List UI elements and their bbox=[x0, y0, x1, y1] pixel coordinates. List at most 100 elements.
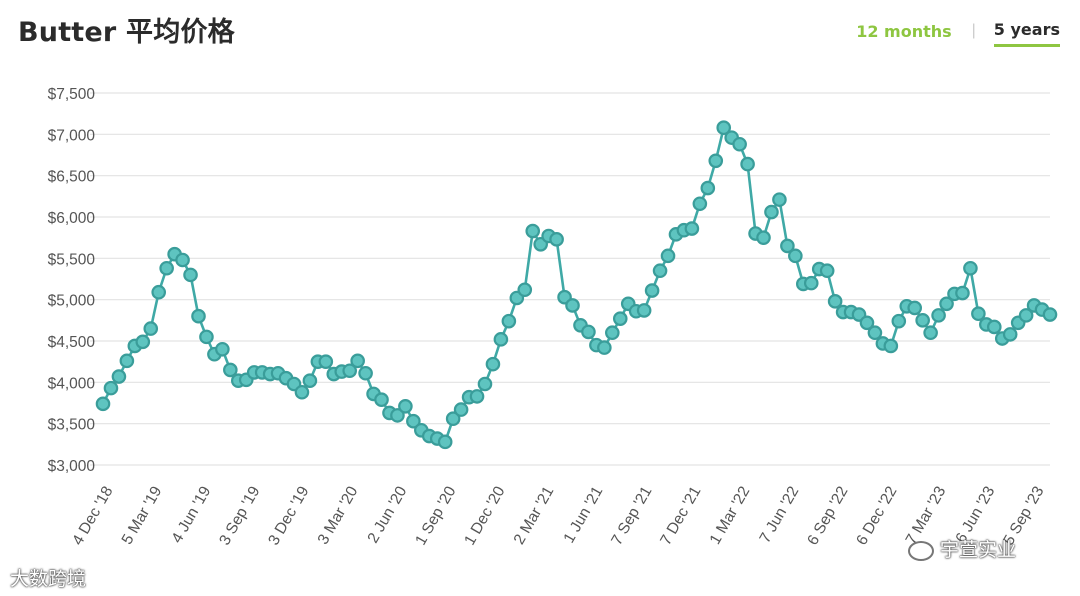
data-point bbox=[318, 354, 334, 369]
data-point bbox=[159, 260, 174, 276]
x-tick-label: 1 Dec '20 bbox=[461, 483, 508, 548]
data-point bbox=[119, 353, 135, 369]
data-point bbox=[780, 238, 795, 254]
data-point bbox=[95, 396, 111, 412]
y-tick-label: $6,000 bbox=[48, 210, 96, 227]
watermark-right: 宇萱实业 bbox=[908, 535, 1016, 562]
x-tick-label: 7 Jun '22 bbox=[757, 484, 803, 547]
data-point bbox=[493, 332, 509, 347]
y-tick-label: $7,000 bbox=[48, 127, 96, 144]
x-tick-label: 7 Dec '21 bbox=[657, 484, 704, 549]
data-point bbox=[772, 192, 787, 207]
data-point bbox=[756, 230, 771, 245]
data-point bbox=[1018, 308, 1034, 323]
data-point bbox=[358, 365, 373, 381]
watermark-right-text: 宇萱实业 bbox=[940, 539, 1017, 561]
data-point bbox=[819, 263, 835, 279]
data-point bbox=[223, 362, 238, 378]
data-point bbox=[955, 285, 970, 301]
data-point bbox=[907, 300, 923, 316]
data-point bbox=[986, 319, 1002, 335]
data-point bbox=[827, 294, 843, 309]
data-point bbox=[684, 221, 700, 236]
data-point bbox=[103, 380, 119, 396]
data-point bbox=[605, 325, 620, 341]
data-point bbox=[803, 275, 819, 291]
watermark-left: 大数跨境 bbox=[10, 564, 86, 591]
data-point bbox=[788, 248, 803, 264]
data-point bbox=[963, 260, 978, 276]
tab-separator: | bbox=[971, 22, 976, 39]
data-point bbox=[350, 353, 365, 369]
data-point bbox=[374, 392, 389, 407]
data-point bbox=[716, 120, 732, 136]
y-tick-label: $3,000 bbox=[48, 458, 96, 475]
data-point bbox=[302, 373, 318, 388]
data-point bbox=[652, 263, 668, 279]
data-point bbox=[477, 376, 493, 392]
data-point bbox=[1042, 307, 1058, 322]
data-point bbox=[342, 363, 357, 379]
watermark-left-text: 大数跨境 bbox=[10, 568, 87, 590]
data-point bbox=[971, 306, 986, 322]
data-point bbox=[143, 321, 159, 336]
data-point bbox=[517, 282, 533, 298]
y-tick-label: $4,500 bbox=[48, 334, 96, 351]
data-point bbox=[191, 308, 206, 324]
x-tick-label: 4 Dec '18 bbox=[69, 484, 116, 549]
data-point bbox=[565, 298, 580, 313]
data-point bbox=[764, 204, 779, 220]
tab-12-months[interactable]: 12 months bbox=[856, 21, 952, 41]
x-tick-label: 3 Sep '19 bbox=[216, 484, 263, 549]
series-line bbox=[101, 126, 1051, 444]
data-point bbox=[215, 341, 230, 357]
data-point bbox=[453, 402, 469, 417]
data-point bbox=[867, 325, 883, 341]
data-point bbox=[501, 313, 517, 329]
x-tick-label: 1 Sep '20 bbox=[412, 483, 459, 548]
wechat-icon bbox=[908, 540, 934, 561]
y-tick-label: $4,000 bbox=[48, 375, 96, 392]
data-point bbox=[612, 311, 628, 326]
data-point bbox=[931, 308, 946, 323]
data-point bbox=[732, 136, 747, 152]
data-point bbox=[644, 283, 660, 298]
data-point bbox=[294, 384, 310, 400]
data-point bbox=[636, 303, 652, 318]
x-tick-label: 7 Sep '21 bbox=[608, 484, 655, 549]
y-tick-label: $5,000 bbox=[48, 293, 96, 310]
data-point bbox=[700, 180, 716, 196]
data-point bbox=[485, 356, 501, 372]
data-point bbox=[445, 411, 461, 427]
data-point bbox=[740, 156, 755, 172]
data-point bbox=[398, 399, 413, 414]
y-tick-label: $5,500 bbox=[48, 251, 96, 268]
data-point bbox=[111, 369, 127, 384]
y-tick-label: $7,500 bbox=[48, 86, 96, 103]
data-point bbox=[175, 252, 190, 268]
y-tick-label: $6,500 bbox=[48, 169, 96, 186]
y-tick-label: $3,500 bbox=[48, 417, 96, 434]
x-tick-label: 5 Mar '19 bbox=[119, 484, 166, 548]
chart-title: Butter 平均价格 bbox=[18, 17, 235, 48]
data-point bbox=[708, 153, 724, 169]
data-point bbox=[406, 413, 421, 429]
data-point bbox=[1002, 327, 1018, 342]
x-tick-label: 2 Jun '20 bbox=[365, 483, 411, 546]
tab-5-years[interactable]: 5 years bbox=[993, 20, 1060, 47]
data-point bbox=[151, 284, 167, 300]
data-point bbox=[692, 196, 708, 212]
x-tick-label: 2 Mar '21 bbox=[511, 484, 558, 548]
data-point bbox=[581, 324, 596, 340]
data-point bbox=[390, 408, 405, 423]
time-range-tabs: 12 months | 5 years bbox=[856, 20, 1060, 47]
data-point bbox=[859, 315, 875, 331]
data-point bbox=[915, 313, 930, 328]
x-tick-label: 6 Sep '22 bbox=[804, 484, 851, 549]
x-tick-label: 1 Mar '22 bbox=[707, 484, 754, 548]
data-point bbox=[549, 232, 564, 247]
data-point bbox=[597, 340, 612, 355]
x-tick-label: 3 Mar '20 bbox=[315, 483, 362, 547]
data-point bbox=[525, 223, 541, 239]
x-tick-label: 4 Jun '19 bbox=[169, 484, 215, 547]
